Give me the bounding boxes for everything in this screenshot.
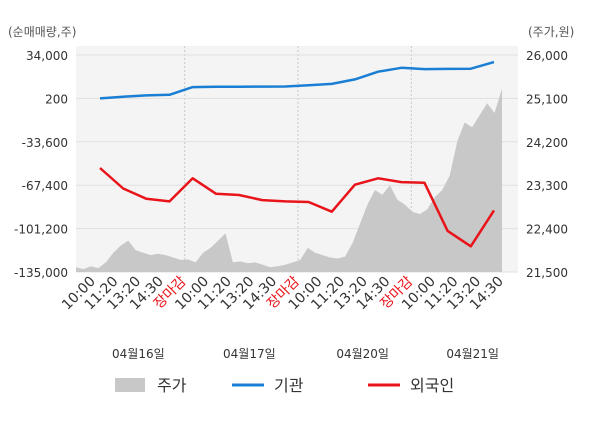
- right-tick-label: 22,400: [526, 223, 568, 237]
- date-label: 04월16일: [112, 347, 165, 361]
- date-label: 04월20일: [336, 347, 389, 361]
- right-tick-label: 26,000: [526, 49, 568, 63]
- left-tick-label: -67,400: [22, 179, 68, 193]
- right-tick-label: 24,200: [526, 136, 568, 150]
- chart-legend: 주가 기관 외국인: [115, 376, 454, 395]
- right-tick-label: 21,500: [526, 266, 568, 280]
- left-tick-label: -33,600: [22, 136, 68, 150]
- left-tick-label: 200: [45, 92, 68, 106]
- foreign-line: [99, 167, 496, 248]
- right-axis-ticks: 26,000 25,100 24,200 23,300 22,400 21,500: [526, 49, 568, 280]
- institution-line-layer: [99, 60, 495, 100]
- legend-label: 외국인: [410, 376, 454, 395]
- left-tick-label: 34,000: [26, 49, 68, 63]
- institution-line: [99, 60, 495, 100]
- date-label: 04월21일: [446, 347, 499, 361]
- left-tick-label: -101,200: [14, 223, 68, 237]
- left-tick-label: -135,000: [14, 266, 68, 280]
- legend-label: 기관: [274, 376, 304, 395]
- price-area: [76, 88, 502, 272]
- legend-label: 주가: [157, 376, 187, 395]
- x-axis-ticks: 10:0011:2013:2014:30장마감10:0011:2013:2014…: [59, 273, 507, 313]
- legend-swatch-price: [115, 378, 145, 392]
- left-axis-title: (순매매량,주): [8, 25, 76, 39]
- right-tick-label: 25,100: [526, 92, 568, 106]
- left-axis-ticks: 34,000 200 -33,600 -67,400 -101,200 -135,000: [14, 49, 68, 280]
- right-axis-title: (주가,원): [528, 25, 574, 39]
- foreign-line-layer: [99, 167, 496, 248]
- date-labels: 04월16일 04월17일 04월20일 04월21일: [112, 347, 499, 361]
- date-label: 04월17일: [223, 347, 276, 361]
- price-area-layer: [76, 88, 502, 272]
- right-tick-label: 23,300: [526, 179, 568, 193]
